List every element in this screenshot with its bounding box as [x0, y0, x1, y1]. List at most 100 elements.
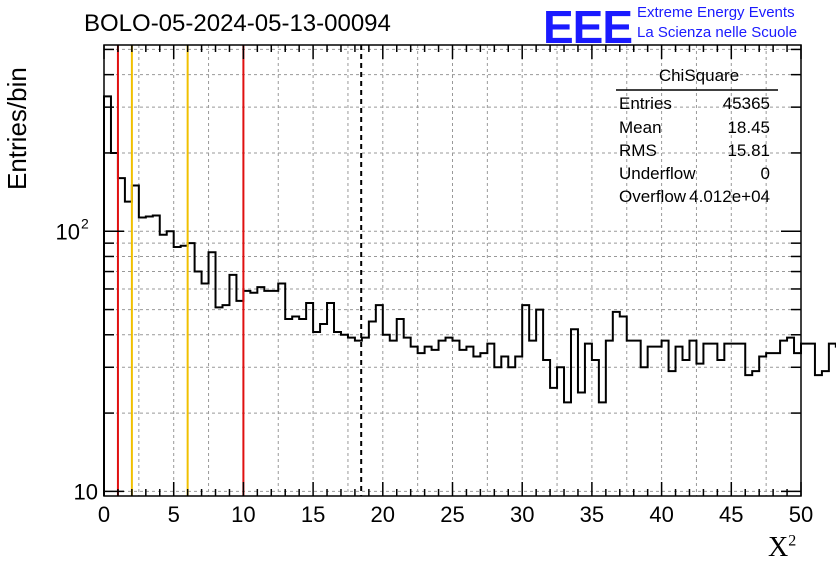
histogram-bin — [118, 178, 125, 496]
histogram-bin — [529, 341, 536, 496]
histogram-bin — [508, 367, 515, 496]
stat-name-mean: Mean — [619, 118, 662, 137]
histogram-bin — [655, 347, 662, 496]
histogram-bin — [327, 303, 334, 496]
x-ticks: 0 5 10 15 20 25 30 35 40 45 50 — [98, 45, 813, 527]
histogram-bin — [264, 291, 271, 496]
histogram-bin — [515, 357, 522, 496]
histogram-bin — [271, 291, 278, 496]
histogram-bin — [397, 319, 404, 496]
histogram-bin — [348, 338, 355, 496]
histogram-bin — [752, 371, 759, 496]
histogram-bin — [745, 375, 752, 496]
histogram-bin — [216, 307, 223, 496]
histogram-bin — [195, 272, 202, 496]
histogram-bin — [676, 347, 683, 496]
histogram-bin — [522, 305, 529, 496]
histogram-bin — [634, 341, 641, 496]
histogram-bin — [801, 344, 808, 496]
histogram-bin — [453, 341, 460, 496]
x-tick-label: 10 — [231, 502, 255, 527]
histogram-bin — [104, 96, 111, 496]
x-tick-label: 20 — [371, 502, 395, 527]
histogram-bin — [425, 347, 432, 496]
y-axis-label: Entries/bin — [2, 67, 32, 190]
histogram-bin — [808, 344, 815, 496]
histogram-bin — [257, 287, 264, 496]
histogram-bin — [299, 319, 306, 496]
histogram-bin — [439, 341, 446, 496]
y-tick-label: 10 — [56, 219, 80, 244]
histogram-bin — [613, 312, 620, 496]
histogram-bin — [766, 353, 773, 496]
histogram-bin — [202, 283, 209, 496]
histogram-bin — [710, 344, 717, 496]
histogram-bin — [473, 357, 480, 496]
histogram-bin — [446, 338, 453, 496]
histogram-bin — [773, 353, 780, 496]
histogram-bin — [139, 217, 146, 496]
histogram-bin — [243, 291, 250, 496]
stat-value-entries: 45365 — [722, 94, 770, 113]
histogram-bin — [167, 231, 174, 496]
logo-line-1: Extreme Energy Events — [637, 4, 795, 21]
histogram-bin — [188, 243, 195, 496]
stat-name-entries: Entries — [619, 94, 672, 113]
histogram-bin — [696, 364, 703, 496]
histogram-bin — [480, 353, 487, 496]
histogram-bin — [536, 310, 543, 496]
histogram-bin — [209, 252, 216, 496]
logo-line-2: La Scienza nelle Scuole — [637, 24, 798, 41]
histogram-bin — [717, 360, 724, 496]
histogram-bin — [815, 375, 822, 496]
stat-name-rms: RMS — [619, 141, 657, 160]
histogram-bin — [466, 347, 473, 496]
histogram-bin — [627, 341, 634, 496]
histogram-bin — [620, 317, 627, 496]
histogram-bin — [132, 185, 139, 496]
histogram-bin — [432, 350, 439, 496]
histogram-bin — [125, 202, 132, 496]
histogram-bin — [341, 335, 348, 496]
histogram-bin — [585, 344, 592, 496]
histogram-bin — [703, 344, 710, 496]
x-tick-label: 40 — [649, 502, 673, 527]
histogram-bin — [383, 335, 390, 496]
histogram-bin — [794, 353, 801, 496]
x-tick-label: 25 — [440, 502, 464, 527]
stat-name-underflow: Underflow — [619, 164, 696, 183]
histogram-bin — [278, 283, 285, 496]
histogram-bin — [376, 305, 383, 496]
x-axis-label: X2 — [768, 532, 797, 563]
histogram-bin — [160, 235, 167, 496]
x-tick-label: 35 — [580, 502, 604, 527]
histogram-bin — [731, 344, 738, 496]
histogram-bin — [738, 344, 745, 496]
grid — [104, 45, 801, 496]
x-tick-label: 30 — [510, 502, 534, 527]
histogram-bin — [362, 338, 369, 496]
x-tick-label: 45 — [719, 502, 743, 527]
histogram-bin — [829, 344, 836, 496]
histogram-outline — [103, 95, 836, 496]
stat-value-underflow: 0 — [760, 164, 770, 183]
histogram-bin — [418, 353, 425, 496]
histogram-bin — [229, 275, 236, 496]
histogram-bin — [669, 371, 676, 496]
y-tick-label: 10 — [74, 479, 98, 504]
stat-name-overflow: Overflow — [619, 187, 687, 206]
stats-title: ChiSquare — [658, 66, 740, 85]
histogram-bin — [250, 293, 257, 496]
histogram-bin — [592, 360, 599, 496]
histogram-bin — [153, 215, 160, 496]
histogram-bin — [578, 392, 585, 496]
histogram-bin — [571, 329, 578, 496]
histogram-bin — [285, 319, 292, 496]
histogram-bin — [111, 153, 118, 496]
histogram-bin — [759, 357, 766, 496]
histogram-bin — [543, 360, 550, 496]
histogram-bin — [787, 338, 794, 496]
histogram-bin — [641, 367, 648, 496]
